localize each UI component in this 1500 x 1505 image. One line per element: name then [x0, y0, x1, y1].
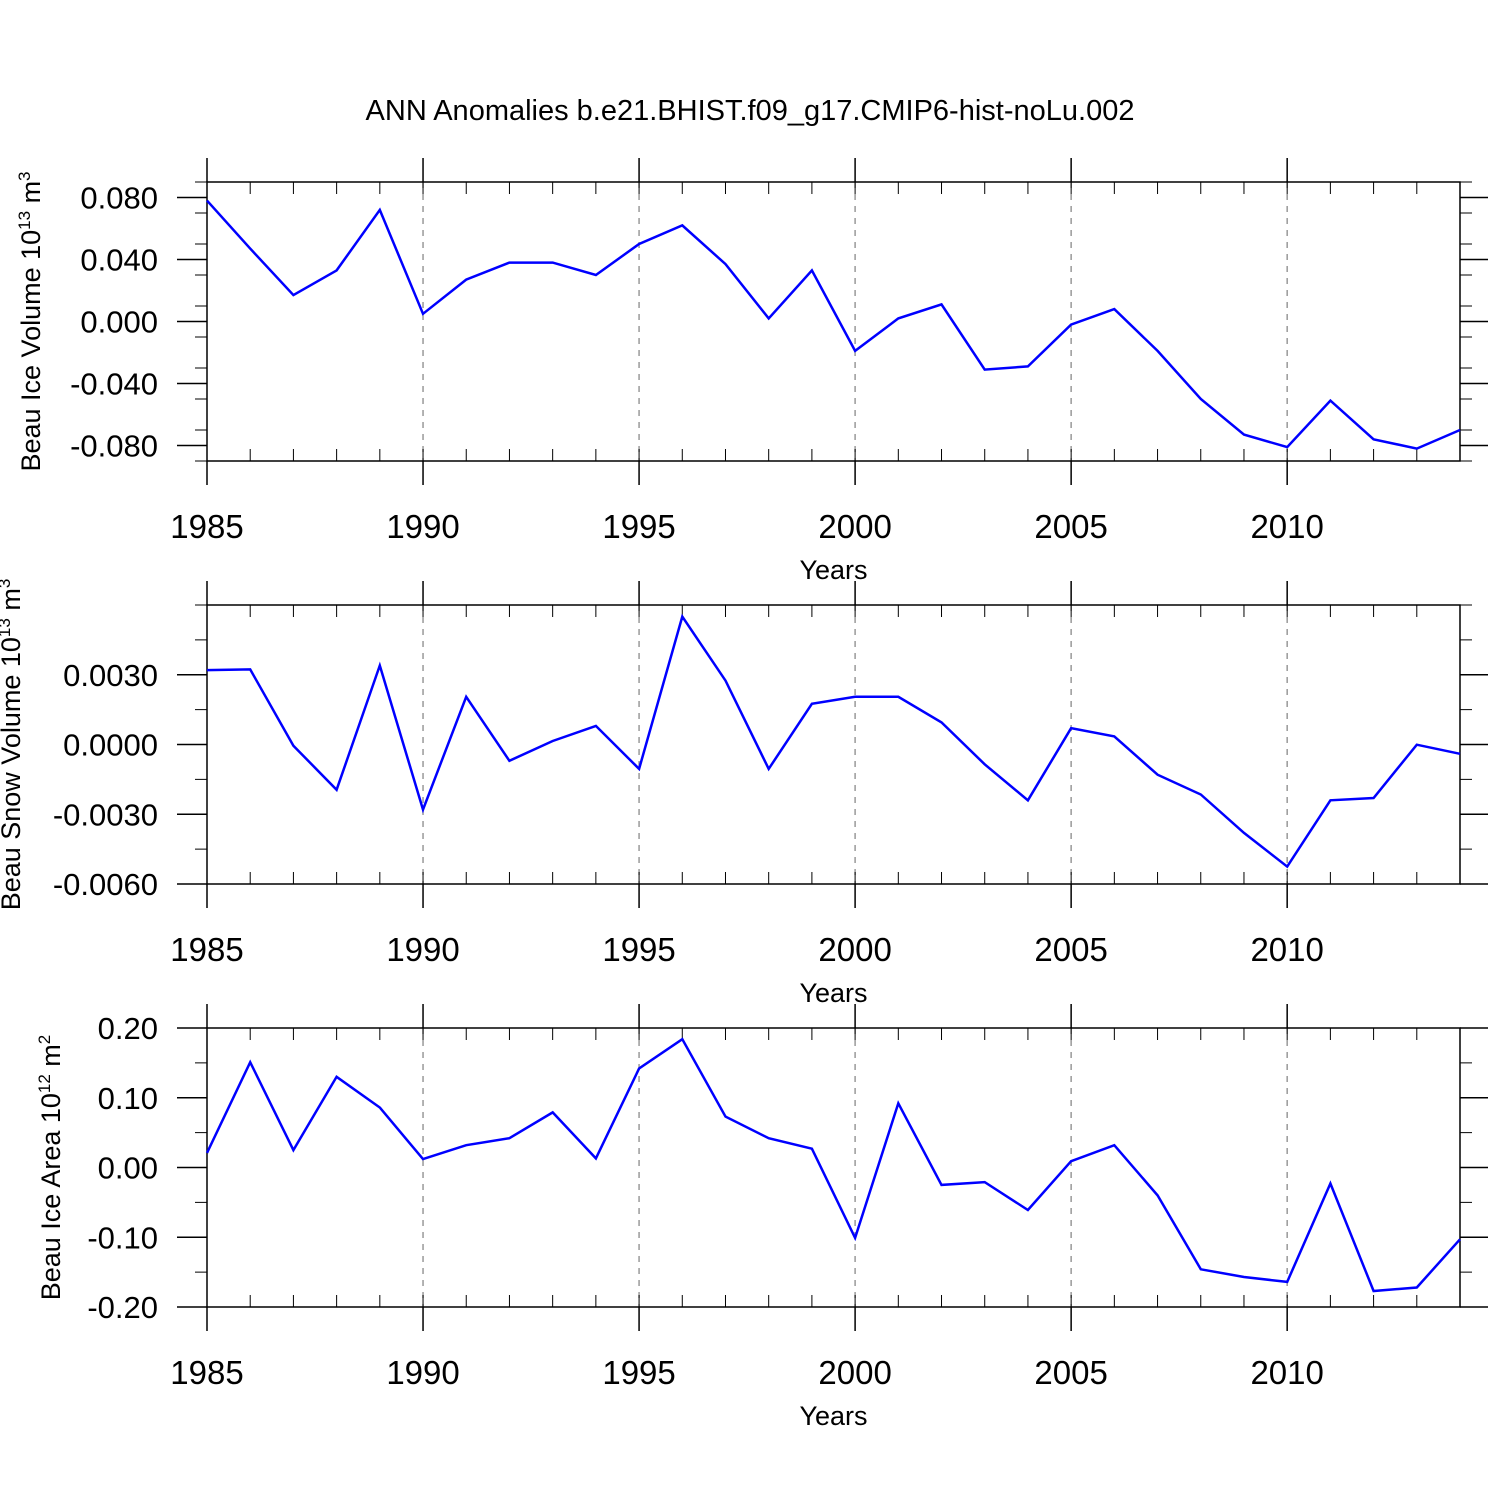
y-axis-label-text: m — [0, 588, 26, 618]
y-tick-label: 0.0030 — [63, 658, 158, 693]
y-axis-label-superscript: 12 — [35, 1074, 54, 1093]
y-axis-label-text: Beau Snow Volume 10 — [0, 637, 26, 910]
y-tick-label: -0.0060 — [53, 867, 158, 902]
x-tick-label: 1990 — [386, 1354, 459, 1391]
y-axis-label: Beau Ice Volume 1013 m3 — [15, 171, 46, 471]
x-axis-label: Years — [799, 555, 867, 585]
y-tick-label: 0.000 — [80, 305, 158, 340]
x-tick-label: 2000 — [818, 931, 891, 968]
y-tick-label: 0.00 — [98, 1151, 158, 1186]
y-tick-label: 0.040 — [80, 243, 158, 278]
y-tick-label: -0.10 — [87, 1220, 158, 1255]
y-axis-label-superscript: 3 — [15, 171, 34, 180]
x-tick-label: 1990 — [386, 508, 459, 545]
y-axis-label-superscript: 2 — [35, 1035, 54, 1044]
chart-title: ANN Anomalies b.e21.BHIST.f09_g17.CMIP6-… — [366, 95, 1135, 127]
y-axis-label: Beau Snow Volume 1013 m3 — [0, 579, 26, 911]
plot-frame — [206, 181, 1461, 462]
x-axis-label: Years — [799, 1401, 867, 1431]
x-tick-label: 2005 — [1034, 508, 1107, 545]
plot-frame — [206, 1027, 1461, 1308]
x-tick-label: 1985 — [170, 931, 243, 968]
x-tick-label: 2000 — [818, 508, 891, 545]
y-axis-label-text: m — [16, 181, 46, 211]
x-tick-label: 2005 — [1034, 931, 1107, 968]
x-tick-label: 1990 — [386, 931, 459, 968]
y-tick-label: 0.080 — [80, 181, 158, 216]
y-axis-label-superscript: 3 — [0, 579, 14, 588]
y-axis-label-superscript: 13 — [15, 211, 34, 230]
series-line — [206, 199, 1461, 450]
y-tick-label: -0.040 — [70, 367, 158, 402]
x-tick-label: 2010 — [1250, 1354, 1323, 1391]
y-tick-label: 0.0000 — [63, 728, 158, 763]
y-tick-label: 0.20 — [98, 1011, 158, 1046]
y-axis-label-text: Beau Ice Area 10 — [36, 1093, 66, 1300]
y-tick-label: -0.20 — [87, 1290, 158, 1325]
y-axis-label-text: Beau Ice Volume 10 — [16, 230, 46, 472]
series-line — [206, 613, 1461, 869]
x-tick-label: 1995 — [602, 1354, 675, 1391]
x-tick-label: 2010 — [1250, 931, 1323, 968]
y-tick-label: -0.080 — [70, 429, 158, 464]
y-tick-label: 0.10 — [98, 1081, 158, 1116]
y-axis-label-text: m — [36, 1044, 66, 1074]
y-axis-label: Beau Ice Area 1012 m2 — [35, 1035, 66, 1301]
y-axis-label-superscript: 13 — [0, 618, 14, 637]
series-line — [205, 1037, 1461, 1293]
x-tick-label: 1995 — [602, 931, 675, 968]
x-tick-label: 1985 — [170, 1354, 243, 1391]
x-tick-label: 1995 — [602, 508, 675, 545]
x-tick-label: 1985 — [170, 508, 243, 545]
plot-frame — [206, 604, 1461, 885]
x-tick-label: 2005 — [1034, 1354, 1107, 1391]
x-axis-label: Years — [799, 978, 867, 1008]
x-tick-label: 2010 — [1250, 508, 1323, 545]
x-tick-label: 2000 — [818, 1354, 891, 1391]
y-tick-label: -0.0030 — [53, 797, 158, 832]
